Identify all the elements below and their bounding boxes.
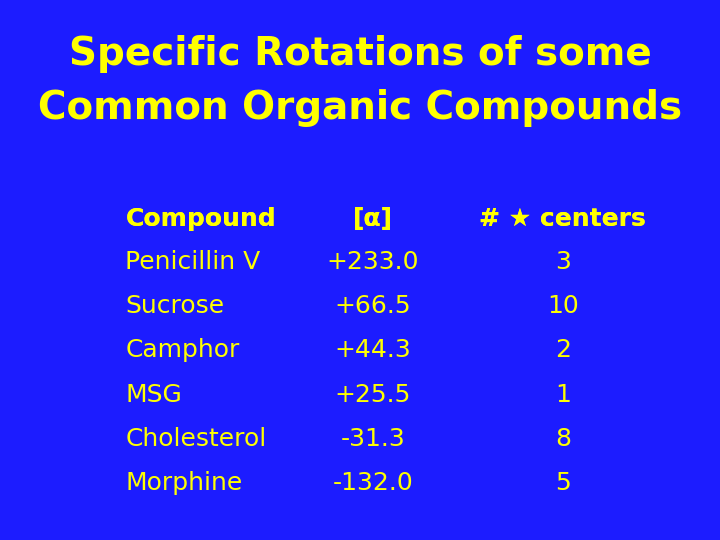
Text: 10: 10 <box>547 294 579 318</box>
Text: +25.5: +25.5 <box>335 383 411 407</box>
Text: +66.5: +66.5 <box>334 294 411 318</box>
Text: 8: 8 <box>555 427 571 451</box>
Text: Cholesterol: Cholesterol <box>125 427 266 451</box>
Text: Compound: Compound <box>125 207 276 231</box>
Text: +233.0: +233.0 <box>326 250 419 274</box>
Text: Camphor: Camphor <box>125 339 240 362</box>
Text: # ★ centers: # ★ centers <box>480 207 647 231</box>
Text: +44.3: +44.3 <box>334 339 411 362</box>
Text: -132.0: -132.0 <box>333 471 413 495</box>
Text: 2: 2 <box>555 339 571 362</box>
Text: Sucrose: Sucrose <box>125 294 225 318</box>
Text: 1: 1 <box>555 383 571 407</box>
Text: MSG: MSG <box>125 383 182 407</box>
Text: 5: 5 <box>555 471 571 495</box>
Text: 3: 3 <box>555 250 571 274</box>
Text: [α]: [α] <box>353 207 392 231</box>
Text: # ★ centers: # ★ centers <box>480 207 647 231</box>
Text: Morphine: Morphine <box>125 471 243 495</box>
Text: Penicillin V: Penicillin V <box>125 250 261 274</box>
Text: Common Organic Compounds: Common Organic Compounds <box>38 89 682 127</box>
Text: -31.3: -31.3 <box>341 427 405 451</box>
Text: [α]: [α] <box>353 207 392 231</box>
Text: Specific Rotations of some: Specific Rotations of some <box>68 35 652 73</box>
Text: Compound: Compound <box>125 207 276 231</box>
